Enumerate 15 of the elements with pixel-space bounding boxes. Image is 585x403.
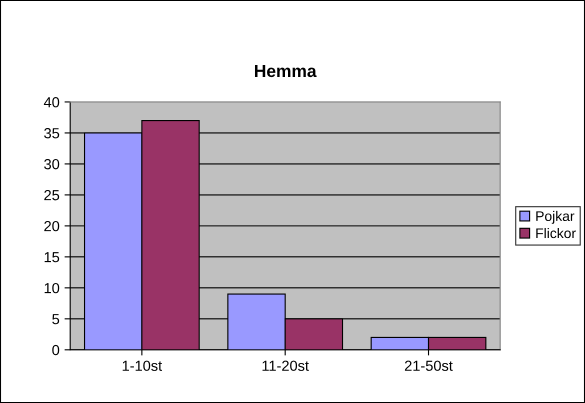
y-tick-label: 35 xyxy=(44,128,60,138)
y-tick-label: 40 xyxy=(44,97,60,108)
y-tick-label: 20 xyxy=(44,220,60,232)
y-tick-label: 15 xyxy=(44,252,60,262)
y-tick-label: 10 xyxy=(44,282,60,294)
y-tick-label: 5 xyxy=(52,314,60,324)
y-tick-label: 30 xyxy=(44,159,60,170)
y-tick-label: 0 xyxy=(52,344,60,356)
chart-title: Hemma xyxy=(254,65,317,78)
y-tick-label: 25 xyxy=(44,190,60,200)
legend-label: Flickor xyxy=(536,228,576,238)
x-tick-label: 11-20st xyxy=(262,360,309,371)
x-tick-label: 1-10st xyxy=(122,360,162,371)
x-tick-label: 21-50st xyxy=(404,360,453,371)
legend-label: Pojkar xyxy=(536,210,574,224)
